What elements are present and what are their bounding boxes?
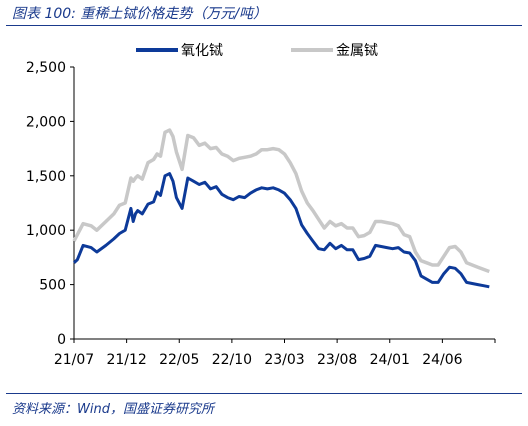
x-tick-label: 23/08 xyxy=(317,352,357,368)
y-tick-label: 500 xyxy=(39,278,66,294)
x-tick-label: 24/06 xyxy=(422,352,462,368)
y-tick-label: 2,000 xyxy=(26,114,66,130)
chart-legend: 氧化铽 金属铽 xyxy=(136,43,378,59)
series-line-metal xyxy=(72,128,490,274)
x-tick-label: 21/12 xyxy=(106,352,146,368)
x-tick-label: 24/01 xyxy=(370,352,410,368)
x-tick-label: 22/05 xyxy=(159,352,199,368)
series-line-oxide xyxy=(72,172,490,289)
source-note: 资料来源：Wind，国盛证券研究所 xyxy=(12,402,214,417)
price-chart: 0 500 1,000 1,500 2,000 2,500 21/07 21/12 22/05 2… xyxy=(26,43,496,368)
legend-label-metal: 金属铽 xyxy=(336,43,378,59)
footer-divider xyxy=(6,393,522,394)
y-tick-label: 0 xyxy=(57,332,66,348)
legend-label-oxide: 氧化铽 xyxy=(181,43,223,59)
chart-title: 图表 100: 重稀土铽价格走势（万元/吨） xyxy=(12,6,268,22)
x-tick-label: 22/10 xyxy=(212,352,252,368)
y-tick-label: 2,500 xyxy=(26,60,66,76)
y-tick-label: 1,500 xyxy=(26,169,66,185)
chart-axes: 0 500 1,000 1,500 2,000 2,500 21/07 21/12 22/05 2… xyxy=(26,60,496,368)
x-tick-label: 21/07 xyxy=(54,352,94,368)
x-tick-label: 23/03 xyxy=(264,352,304,368)
chart-lines xyxy=(72,128,490,289)
title-divider xyxy=(6,25,522,26)
y-tick-label: 1,000 xyxy=(26,223,66,239)
